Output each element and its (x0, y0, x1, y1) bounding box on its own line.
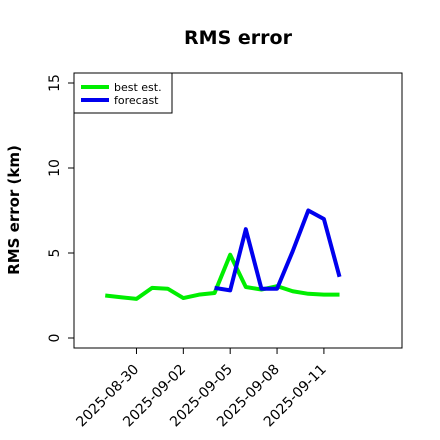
legend-label-best-est: best est. (114, 81, 162, 94)
x-axis: 2025-08-302025-09-022025-09-052025-09-08… (73, 348, 330, 430)
y-tick-label: 5 (47, 249, 63, 258)
y-axis: 0 5 10 15 (47, 74, 74, 342)
series-line-forecast (214, 208, 342, 293)
y-tick-label: 0 (47, 334, 63, 343)
series-line-best-est (105, 252, 340, 301)
series-layer (105, 208, 342, 301)
legend-label-forecast: forecast (114, 94, 159, 107)
y-tick-label: 15 (47, 74, 63, 92)
plot-frame (73, 72, 403, 349)
legend-box (73, 72, 173, 114)
y-tick-label: 10 (47, 159, 63, 177)
legend: best est. forecast (73, 72, 173, 114)
y-axis-label: RMS error (km) (5, 145, 23, 275)
chart-title: RMS error (184, 27, 293, 49)
